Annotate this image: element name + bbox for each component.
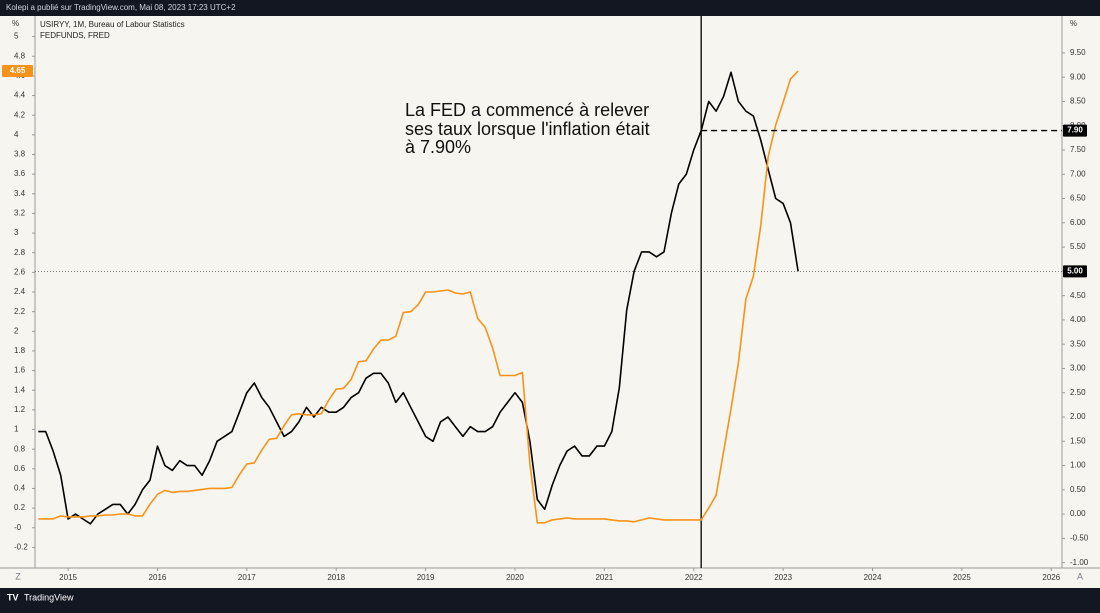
auto-button[interactable]: Z (15, 571, 21, 581)
y-tick-label: 0.6 (14, 464, 26, 473)
y2-tick-label: 1.00 (1070, 461, 1086, 470)
x-tick-label: 2025 (953, 573, 971, 582)
price-badge-label: 4.65 (10, 66, 26, 75)
y-tick-label: 2.4 (14, 287, 26, 296)
y-tick-label: 1.2 (14, 405, 26, 414)
x-tick-label: 2018 (327, 573, 345, 582)
price-badge (2, 65, 33, 78)
x-tick-label: 2020 (506, 573, 524, 582)
series-line (38, 70, 799, 524)
y-tick-label: -0 (14, 523, 22, 532)
y2-tick-label: 2.00 (1070, 412, 1086, 421)
annotation: La FED a commencé à relever (405, 100, 649, 120)
legend-entry: USIRYY, 1M, Bureau of Labour Statistics (40, 20, 185, 29)
y-tick-label: 1 (14, 425, 19, 434)
y2-tick-label: 7.00 (1070, 169, 1086, 178)
y-tick-label: 2 (14, 326, 19, 335)
y-tick-label: 4.2 (14, 110, 26, 119)
price-badge (1063, 124, 1087, 137)
x-tick-label: 2015 (59, 573, 77, 582)
x-tick-label: 2022 (685, 573, 703, 582)
price-badge-label: 5.00 (1067, 266, 1083, 275)
y2-tick-label: -0.50 (1070, 533, 1089, 542)
y-tick-label: 3 (14, 228, 19, 237)
y-tick-label: 4.8 (14, 51, 26, 60)
y2-tick-label: -1.00 (1070, 558, 1089, 567)
series-line (38, 71, 799, 525)
x-tick-label: 2016 (149, 573, 167, 582)
y2-tick-label: 0.00 (1070, 509, 1086, 518)
y2-tick-label: 3.50 (1070, 339, 1086, 348)
y2-tick-label: 4.00 (1070, 315, 1086, 324)
y-tick-label: 3.8 (14, 150, 26, 159)
price-badge-label: 7.90 (1067, 126, 1083, 135)
y-tick-label: 2.6 (14, 267, 26, 276)
y-tick-label: 5 (14, 32, 19, 41)
annotation: à 7.90% (405, 137, 471, 157)
x-tick-label: 2024 (864, 573, 882, 582)
y-tick-label: 1.8 (14, 346, 26, 355)
y2-tick-label: 2.50 (1070, 388, 1086, 397)
y2-tick-label: 0.50 (1070, 485, 1086, 494)
log-button[interactable]: A (1077, 571, 1083, 581)
y-tick-label: -0.2 (14, 542, 28, 551)
y-tick-label: 1.6 (14, 366, 26, 375)
legend-entry: FEDFUNDS, FRED (40, 31, 110, 40)
y-tick-label: 0.4 (14, 484, 26, 493)
y-tick-label: 2.8 (14, 248, 26, 257)
y-tick-label: 2.2 (14, 307, 26, 316)
y-tick-label: 3.4 (14, 189, 26, 198)
y2-tick-label: 8.50 (1070, 97, 1086, 106)
y-tick-label: 0.2 (14, 503, 26, 512)
y-tick-label: 1.4 (14, 385, 26, 394)
y-unit: % (12, 19, 19, 28)
annotation: ses taux lorsque l'inflation était (405, 119, 650, 139)
y2-unit: % (1070, 19, 1077, 28)
footer-logo-text: TradingView (24, 592, 74, 602)
x-tick-label: 2021 (595, 573, 613, 582)
price-badge (1063, 265, 1087, 278)
y2-tick-label: 7.50 (1070, 145, 1086, 154)
y2-tick-label: 6.00 (1070, 218, 1086, 227)
x-tick-label: 2026 (1042, 573, 1060, 582)
y-tick-label: 4 (14, 130, 19, 139)
y-tick-label: 3.2 (14, 209, 26, 218)
x-tick-label: 2017 (238, 573, 256, 582)
y2-tick-label: 9.50 (1070, 48, 1086, 57)
x-tick-label: 2023 (774, 573, 792, 582)
y2-tick-label: 3.00 (1070, 364, 1086, 373)
y2-tick-label: 5.50 (1070, 242, 1086, 251)
y-tick-label: 3.6 (14, 169, 26, 178)
y-tick-label: 4.4 (14, 91, 26, 100)
y2-tick-label: 1.50 (1070, 436, 1086, 445)
x-tick-label: 2019 (417, 573, 435, 582)
footer-logo: TV (7, 592, 19, 602)
y2-tick-label: 9.00 (1070, 72, 1086, 81)
y2-tick-label: 4.50 (1070, 291, 1086, 300)
y-tick-label: 0.8 (14, 444, 26, 453)
header: Kolepi a publié sur TradingView.com, Mai… (6, 3, 236, 12)
y2-tick-label: 6.50 (1070, 194, 1086, 203)
